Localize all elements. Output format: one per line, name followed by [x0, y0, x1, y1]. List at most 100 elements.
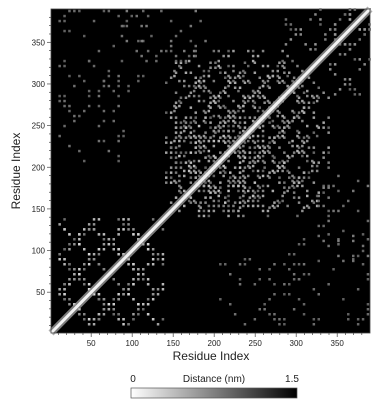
- contact-cell: [179, 151, 183, 154]
- contact-cell: [327, 161, 330, 164]
- contact-cell: [87, 228, 91, 231]
- contact-cell: [288, 283, 291, 286]
- contact-cell: [202, 109, 206, 113]
- contact-cell: [197, 189, 201, 193]
- x-tick-label: 250: [249, 339, 263, 348]
- contact-cell: [342, 298, 345, 301]
- contact-cell: [204, 116, 207, 119]
- contact-cell: [251, 189, 255, 193]
- contact-cell: [309, 48, 312, 51]
- contact-cell: [224, 91, 227, 94]
- contact-cell: [327, 219, 330, 223]
- contact-cell: [73, 268, 76, 271]
- contact-cell: [92, 253, 96, 256]
- contact-cell: [151, 258, 155, 261]
- contact-cell: [189, 116, 193, 119]
- contact-cell: [289, 28, 293, 31]
- contact-cell: [165, 141, 168, 144]
- contact-cell: [112, 119, 115, 123]
- contact-cell: [229, 136, 232, 139]
- contact-cell: [83, 159, 86, 163]
- contact-cell: [165, 176, 168, 179]
- contact-cell: [322, 126, 325, 129]
- contact-cell: [224, 76, 227, 79]
- contact-cell: [238, 278, 242, 281]
- contact-cell: [204, 111, 207, 114]
- contact-cell: [217, 194, 220, 198]
- plot-frame: [50, 8, 371, 334]
- contact-cell: [268, 146, 271, 149]
- contact-cell: [248, 258, 252, 261]
- contact-cell: [202, 149, 206, 153]
- contact-cell: [273, 201, 276, 204]
- contact-cell: [268, 268, 271, 271]
- contact-cell: [283, 293, 286, 296]
- contact-cell: [302, 151, 306, 154]
- contact-cell: [242, 204, 245, 208]
- contact-cell: [251, 139, 255, 143]
- contact-cell: [301, 69, 304, 73]
- contact-cell: [222, 134, 225, 138]
- contact-cell: [219, 191, 222, 194]
- contact-cell: [343, 78, 347, 81]
- contact-cell: [251, 89, 255, 93]
- contact-cell: [112, 298, 115, 301]
- contact-cell: [238, 106, 242, 109]
- contact-cell: [78, 74, 81, 78]
- contact-cell: [97, 248, 101, 251]
- contact-cell: [256, 134, 260, 138]
- contact-cell: [217, 129, 220, 133]
- contact-cell: [212, 49, 216, 53]
- contact-cell: [197, 64, 201, 68]
- contact-cell: [179, 191, 183, 194]
- contact-cell: [151, 263, 155, 266]
- contact-cell: [232, 64, 235, 68]
- contact-cell: [161, 288, 165, 291]
- contact-cell: [253, 146, 257, 149]
- contact-cell: [324, 33, 327, 36]
- contact-cell: [137, 79, 140, 83]
- contact-cell: [319, 18, 322, 21]
- contact-cell: [132, 278, 135, 281]
- contact-cell: [343, 83, 347, 86]
- contact-cell: [227, 79, 230, 83]
- contact-cell: [256, 159, 260, 163]
- contact-cell: [322, 239, 325, 243]
- y-axis-label: Residue Index: [9, 133, 23, 210]
- contact-cell: [183, 154, 186, 158]
- contact-cell: [238, 196, 242, 199]
- contact-cell: [297, 196, 301, 199]
- contact-cell: [97, 233, 101, 236]
- contact-cell: [261, 204, 265, 208]
- contact-cell: [68, 298, 71, 301]
- contact-cell: [122, 223, 125, 226]
- contact-cell: [112, 109, 115, 113]
- contact-cell: [276, 114, 279, 118]
- contact-cell: [117, 233, 120, 236]
- contact-cell: [209, 121, 212, 124]
- contact-cell: [315, 204, 319, 208]
- contact-cell: [122, 318, 125, 321]
- contact-cell: [179, 101, 183, 104]
- contact-cell: [278, 131, 281, 134]
- contact-cell: [204, 121, 207, 124]
- contact-cell: [219, 66, 222, 69]
- contact-cell: [102, 308, 106, 311]
- x-tick-label: 200: [208, 339, 222, 348]
- contact-cell: [174, 166, 178, 169]
- contact-cell: [261, 94, 265, 98]
- contact-cell: [248, 151, 252, 154]
- contact-cell: [312, 318, 316, 321]
- contact-cell: [288, 268, 291, 271]
- contact-cell: [87, 223, 91, 226]
- contact-cell: [58, 223, 61, 226]
- contact-cell: [256, 144, 260, 148]
- contact-cell: [288, 126, 291, 129]
- contact-cell: [179, 126, 183, 129]
- x-axis-label: Residue Index: [173, 349, 250, 363]
- contact-cell: [212, 189, 216, 193]
- contact-cell: [178, 64, 181, 68]
- contact-cell: [271, 139, 275, 143]
- contact-cell: [199, 171, 202, 174]
- contact-cell: [92, 228, 96, 231]
